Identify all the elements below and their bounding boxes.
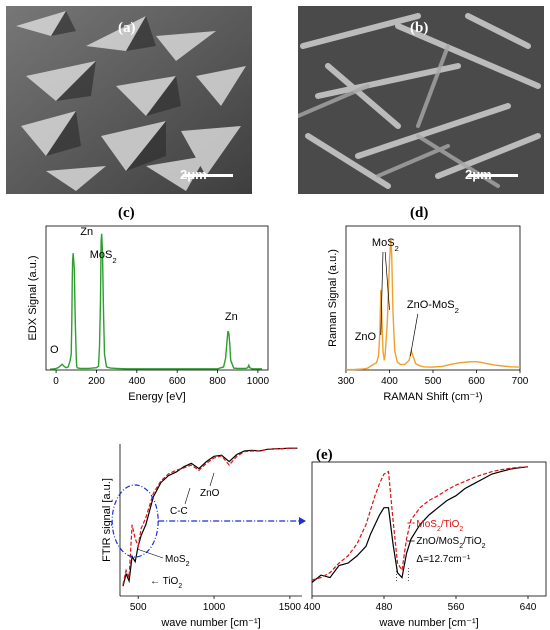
ftir-zoom-label-zno-mos2-tio2: ZnO/MoS2/TiO2 — [416, 536, 485, 550]
panel-label-e: (e) — [316, 447, 333, 463]
ftir-label-mos2: MoS2 — [165, 554, 190, 568]
raman-peak-label-mos2: MoS2 — [372, 237, 399, 253]
panel-label-d: (d) — [410, 205, 429, 221]
sem-texture-b — [298, 6, 544, 194]
ftir-zoom-arrowhead — [299, 517, 306, 525]
ftir-x-tick-label: 500 — [130, 602, 147, 613]
ftir-highlight-ellipse — [111, 484, 159, 558]
raman-arrow-zno-mos2 — [410, 313, 419, 357]
edx-spectrum-line — [49, 233, 262, 370]
ftir-x-tick-label: 1000 — [203, 602, 226, 613]
ftir-zoom-frame — [311, 461, 547, 597]
edx-peak-label-zn2: Zn — [225, 311, 238, 323]
scale-bar-b — [468, 174, 518, 177]
edx-peak-label-zn1: Zn — [80, 226, 93, 238]
panel-label-c: (c) — [118, 205, 135, 221]
ftir-zoom-x-tick-label: 560 — [448, 602, 465, 613]
ftir-zoom-x-axis-label: wave number [cm⁻¹] — [378, 617, 478, 629]
edx-x-tick-label: 600 — [169, 376, 186, 387]
edx-x-tick-label: 0 — [53, 376, 59, 387]
raman-x-tick-label: 500 — [425, 376, 442, 387]
ftir-zoom-chart: 400 480 560 640 wave number [cm⁻¹] MoS2/TiO2 Z… — [304, 461, 547, 629]
ftir-label-cc: C-C — [170, 506, 188, 517]
raman-x-tick-label: 700 — [512, 376, 529, 387]
ftir-zoom-x-tick-label: 400 — [304, 602, 321, 613]
edx-x-tick-label: 800 — [209, 376, 226, 387]
raman-x-tick-label: 300 — [338, 376, 355, 387]
ftir-series-mos2-tio2 — [122, 447, 298, 585]
sem-image-a — [6, 6, 252, 194]
raman-x-tick-label: 400 — [381, 376, 398, 387]
scale-label-a: 2μm — [180, 167, 207, 182]
ftir-arrow-cc — [184, 487, 191, 505]
ftir-x-tick-label: 1500 — [279, 602, 302, 613]
edx-chart: 0 200 400 600 800 1000 Energy [eV] EDX Signal (… — [27, 225, 270, 403]
edx-x-tick-label: 1000 — [247, 376, 270, 387]
ftir-series-zno-mos2-tio2 — [122, 447, 298, 587]
raman-arrow-mos2-a — [380, 251, 384, 336]
raman-x-axis-label: RAMAN Shift (cm⁻¹) — [383, 391, 482, 403]
edx-peak-label-o: O — [50, 344, 59, 356]
ftir-zoom-series-zno-mos2-tio2 — [311, 466, 529, 583]
raman-arrow-mos2-b — [384, 251, 390, 311]
ftir-zoom-x-tick-label: 480 — [376, 602, 393, 613]
edx-y-axis-label: EDX Signal (a.u.) — [27, 256, 39, 341]
sem-texture-a — [6, 6, 252, 194]
edx-x-tick-label: 200 — [88, 376, 105, 387]
ftir-y-axis-label: FTIR signal [a.u.] — [101, 478, 113, 562]
raman-x-tick-label: 600 — [468, 376, 485, 387]
scale-label-b: 2μm — [465, 167, 492, 182]
edx-x-tick-label: 400 — [128, 376, 145, 387]
raman-y-axis-label: Raman Signal (a.u.) — [327, 249, 339, 347]
panel-label-b: (b) — [410, 20, 429, 36]
raman-chart: 300 400 500 600 700 RAMAN Shift (cm⁻¹) Raman S… — [327, 225, 529, 403]
scale-bar-a — [183, 174, 233, 177]
edx-peak-label-mos2: MoS2 — [90, 249, 117, 265]
raman-spectrum-line — [345, 238, 521, 371]
ftir-arrow-zno — [209, 472, 215, 487]
sem-image-b — [298, 6, 544, 194]
ftir-label-tio2: ← TiO2 — [150, 576, 182, 590]
ftir-label-zno: ZnO — [200, 488, 220, 499]
ftir-zoom-series-mos2-tio2 — [311, 466, 529, 581]
ftir-arrow-mos2 — [136, 548, 164, 559]
ftir-x-axis-label: wave number [cm⁻¹] — [160, 617, 260, 629]
edx-plot-frame — [45, 225, 269, 371]
ftir-chart: 500 1000 1500 wave number [cm⁻¹] FTIR signal… — [101, 444, 306, 629]
panel-label-a: (a) — [118, 20, 136, 36]
edx-x-axis-label: Energy [eV] — [128, 391, 185, 403]
ftir-zoom-x-tick-label: 640 — [520, 602, 537, 613]
ftir-zoom-label-delta: Δ=12.7cm⁻¹ — [416, 554, 471, 565]
raman-peak-label-zno: ZnO — [355, 331, 377, 343]
ftir-zoom-label-mos2-tio2: MoS2/TiO2 — [416, 519, 463, 533]
raman-peak-label-zno-mos2: ZnO-MoS2 — [407, 299, 459, 315]
